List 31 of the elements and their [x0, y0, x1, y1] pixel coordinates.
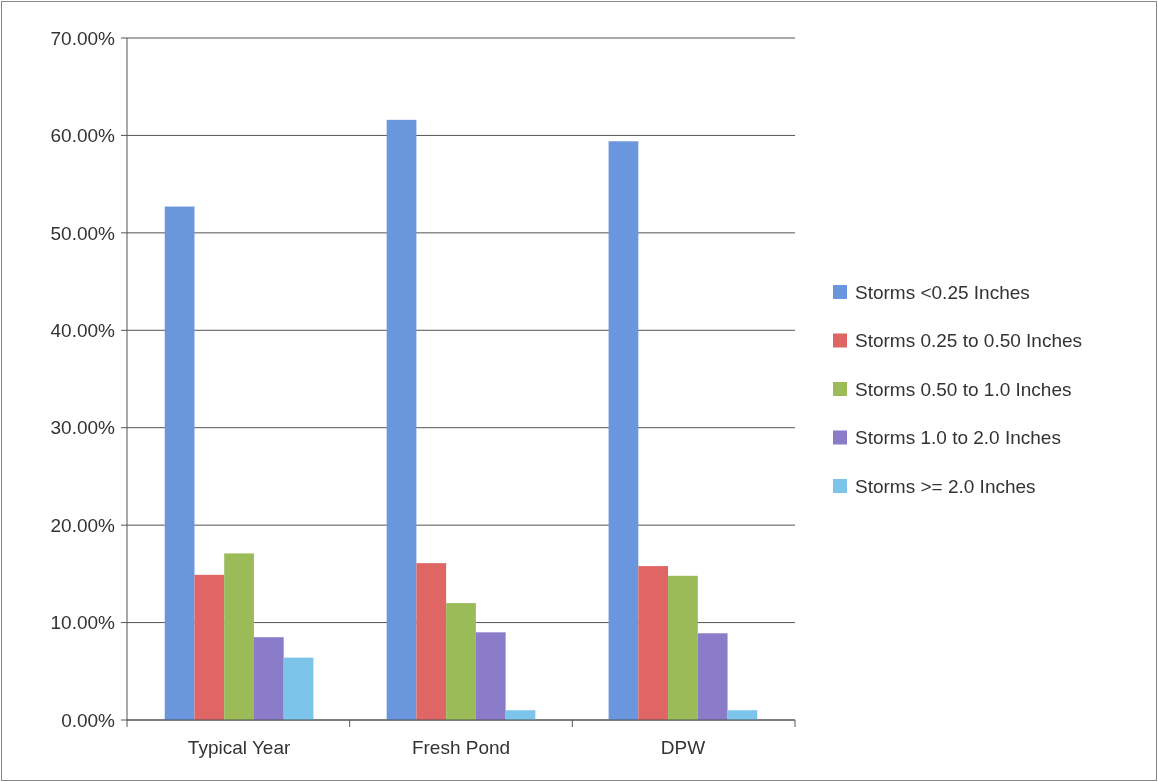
- x-tick-label: Typical Year: [187, 737, 291, 758]
- bar: [283, 657, 314, 720]
- y-tick-label: 40.00%: [50, 319, 116, 341]
- legend-label: Storms 0.50 to 1.0 Inches: [855, 378, 1072, 400]
- y-tick-label: 10.00%: [50, 612, 116, 634]
- bar: [386, 119, 417, 720]
- bar: [668, 575, 698, 720]
- bar: [416, 563, 447, 720]
- bar: [505, 710, 536, 720]
- y-tick-label: 20.00%: [50, 514, 116, 536]
- bar: [194, 574, 225, 720]
- bar: [446, 603, 476, 720]
- y-tick-label: 70.00%: [50, 27, 116, 49]
- y-tick-label: 0.00%: [61, 709, 116, 731]
- y-tick-label: 50.00%: [50, 222, 116, 244]
- legend-label: Storms >= 2.0 Inches: [855, 475, 1036, 497]
- bar: [697, 633, 728, 720]
- x-tick-label: DPW: [660, 737, 706, 758]
- bar: [224, 553, 254, 720]
- bar: [727, 710, 758, 720]
- x-tick-label: Fresh Pond: [411, 737, 511, 758]
- bar: [608, 141, 639, 720]
- y-tick-label: 30.00%: [50, 417, 116, 439]
- bar: [164, 206, 195, 720]
- legend-label: Storms 0.25 to 0.50 Inches: [855, 330, 1083, 352]
- bar: [253, 637, 284, 720]
- bar: [638, 566, 669, 720]
- y-tick-label: 60.00%: [50, 125, 116, 147]
- legend-label: Storms <0.25 Inches: [855, 281, 1030, 303]
- legend-label: Storms 1.0 to 2.0 Inches: [855, 427, 1061, 449]
- bar: [475, 632, 506, 720]
